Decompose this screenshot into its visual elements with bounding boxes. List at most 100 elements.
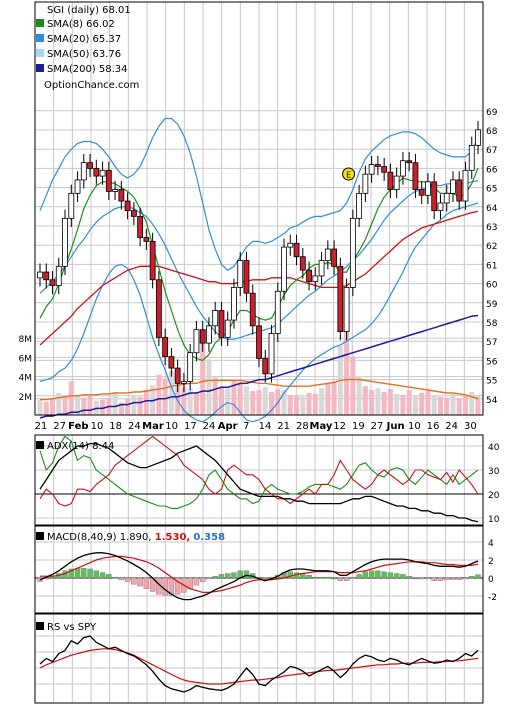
price-candle [105, 169, 112, 192]
date-tick-label: 10 [408, 421, 421, 432]
price-tick-label: 57 [486, 338, 497, 348]
bollinger-upper-line [39, 117, 479, 271]
macd-histogram-bar [450, 577, 456, 580]
price-candle [37, 271, 43, 279]
price-candle [99, 169, 106, 177]
price-candle [387, 171, 394, 190]
price-candle [143, 237, 150, 242]
macd-histogram-bar [306, 575, 312, 579]
date-tick-label: 7 [243, 421, 249, 432]
volume-bar [412, 395, 418, 415]
macd-histogram-bar [87, 568, 93, 579]
rs-label: RS vs SPY [47, 622, 97, 633]
volume-bar [319, 388, 325, 415]
volume-bar [256, 390, 262, 415]
price-candle [362, 173, 369, 194]
volume-bar [475, 396, 481, 415]
price-candle [149, 240, 156, 281]
price-tick-label: 61 [486, 261, 497, 271]
volume-bar [181, 387, 187, 415]
volume-bar [156, 374, 162, 415]
rs-legend: RS vs SPY [36, 622, 97, 633]
date-tick-label: 19 [352, 421, 365, 432]
volume-bar [425, 391, 431, 415]
adx-tick-label: 20 [488, 491, 500, 501]
sma20-swatch [36, 34, 44, 42]
price-candle [43, 271, 50, 281]
price-candle [437, 202, 444, 212]
volume-bar [344, 320, 350, 415]
price-candle [199, 329, 206, 344]
date-tick-label: 12 [333, 421, 346, 432]
adx-swatch [36, 441, 44, 449]
macd-histogram-bar [143, 577, 150, 590]
price-candle [462, 169, 469, 202]
price-candle [293, 242, 300, 258]
volume-bar [112, 391, 118, 415]
adx-frame [34, 434, 484, 526]
volume-bar [387, 389, 393, 415]
price-candle [87, 162, 93, 169]
macd-histogram-bar [193, 577, 200, 586]
date-tick-label: 24 [128, 421, 141, 432]
macd-signal-line [40, 555, 479, 593]
macd-histogram-bar [456, 577, 462, 580]
macd-histogram-bar [393, 573, 400, 579]
volume-bar [394, 393, 400, 415]
macd-histogram-bar [343, 577, 350, 581]
volume-bar [431, 395, 437, 415]
date-tick-label: May [310, 421, 333, 432]
volume-tick-label: 4M [19, 374, 33, 384]
price-candle [287, 242, 294, 248]
volume-average-line [40, 378, 479, 401]
macd-histogram-bar [318, 576, 325, 579]
price-candle [249, 292, 256, 327]
volume-bar [137, 396, 143, 415]
date-tick-label: 24 [445, 421, 458, 432]
macd-line [39, 552, 479, 601]
price-candle [231, 287, 237, 321]
price-candle [62, 217, 68, 267]
volume-bar [56, 392, 62, 415]
macd-histogram-bar [350, 576, 356, 579]
sma20-legend: SMA(20) 65.37 [47, 34, 121, 45]
price-candle [418, 189, 425, 196]
price-candle [393, 175, 400, 190]
volume-bar [400, 394, 406, 415]
macd-histogram-bar [381, 571, 387, 579]
volume-bar [68, 381, 74, 415]
macd-histogram-bar [124, 577, 131, 582]
macd-histogram-bar [131, 577, 137, 585]
volume-bar [168, 370, 174, 415]
minus-di-line [39, 435, 479, 507]
date-tick-label: 24 [203, 421, 216, 432]
price-candle [137, 215, 144, 238]
adx-tick-label: 30 [488, 467, 500, 477]
macd-histogram-bar [174, 577, 181, 595]
sma8-swatch [36, 19, 44, 27]
earnings-marker-label: E [346, 171, 351, 180]
date-tick-label: 27 [53, 421, 66, 432]
macd-histogram-bar [425, 577, 431, 580]
price-candle [368, 164, 375, 175]
volume-bar [187, 389, 193, 415]
date-tick-label: 10 [165, 421, 178, 432]
macd-histogram-bar [118, 577, 125, 580]
price-candle [256, 325, 262, 359]
volume-tick-label: 8M [19, 335, 33, 345]
price-candle [55, 265, 62, 286]
price-candle [68, 192, 75, 219]
volume-bar [375, 388, 381, 415]
price-candle [193, 329, 200, 354]
adx-tick-label: 40 [488, 443, 500, 453]
date-tick-label: 28 [296, 421, 309, 432]
price-candle [431, 181, 438, 212]
macd-histogram-bar [400, 574, 406, 579]
date-tick-label: 18 [109, 421, 122, 432]
price-candle [124, 200, 131, 212]
volume-bar [419, 392, 425, 415]
macd-signal-value: 1.530, [155, 532, 190, 543]
date-tick-label: 16 [427, 421, 440, 432]
adx-tick-label: 10 [488, 515, 500, 525]
